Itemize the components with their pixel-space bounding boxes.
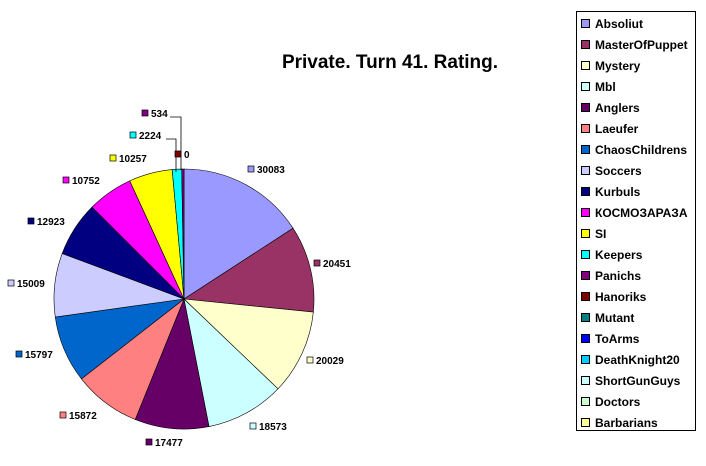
legend-label: Mutant: [595, 310, 635, 325]
legend-label: ShortGunGuys: [595, 373, 681, 388]
legend-swatch: [581, 376, 590, 385]
legend-swatch: [581, 208, 590, 217]
data-label: 10752: [72, 176, 100, 187]
legend-item: MasterOfPuppet: [581, 34, 688, 55]
legend-item: Doctors: [581, 391, 640, 412]
data-label: 30083: [257, 165, 285, 176]
legend-swatch: [581, 250, 590, 259]
legend-swatch: [581, 292, 590, 301]
data-label: 15872: [69, 411, 97, 422]
legend-label: Mystery: [595, 58, 641, 73]
legend-label: Absoliut: [595, 16, 643, 31]
legend-item: Barbarians: [581, 412, 658, 433]
pie-slice-panichs: [181, 168, 185, 300]
legend-label: ChaosChildrens: [595, 142, 688, 157]
data-label-swatch: [141, 109, 149, 117]
legend-item: Anglers: [581, 97, 640, 118]
legend-swatch: [581, 397, 590, 406]
legend-label: Soccers: [595, 163, 642, 178]
pie-slice-absoliut: [183, 168, 294, 300]
legend-item: Keepers: [581, 244, 642, 265]
data-label-swatch: [145, 438, 153, 446]
legend-swatch: [581, 187, 590, 196]
data-label: 18573: [259, 422, 287, 433]
legend-label: Kurbuls: [595, 184, 641, 199]
data-label-swatch: [247, 165, 255, 173]
legend-item: ShortGunGuys: [581, 370, 680, 391]
legend-label: Barbarians: [595, 415, 658, 430]
data-label-swatch: [7, 279, 15, 287]
legend-item: SI: [581, 223, 606, 244]
data-label-swatch: [27, 217, 35, 225]
data-label-swatch: [109, 154, 117, 162]
data-label: 20451: [323, 259, 351, 270]
legend-swatch: [581, 145, 590, 154]
legend-swatch: [581, 103, 590, 112]
legend-label: Hanoriks: [595, 289, 647, 304]
legend-swatch: [581, 229, 590, 238]
legend-item: Mutant: [581, 307, 634, 328]
legend-item: Kurbuls: [581, 181, 640, 202]
leader-line: [170, 116, 182, 170]
leader-line: [166, 138, 177, 172]
legend-item: Absoliut: [581, 13, 643, 34]
data-label-swatch: [174, 150, 182, 158]
legend-label: Anglers: [595, 100, 640, 115]
legend-swatch: [581, 124, 590, 133]
data-label-swatch: [59, 411, 67, 419]
legend-label: Laeufer: [595, 121, 639, 136]
legend-item: КОСМОЗАРАЗА: [581, 202, 687, 223]
legend-label: Panichs: [595, 268, 642, 283]
data-label-swatch: [306, 356, 314, 364]
legend-item: Mystery: [581, 55, 640, 76]
legend-item: DeathKnight20: [581, 349, 680, 370]
legend-swatch: [581, 40, 590, 49]
legend-item: ChaosChildrens: [581, 139, 687, 160]
legend-swatch: [581, 271, 590, 280]
legend-label: Doctors: [595, 394, 641, 409]
data-label-swatch: [313, 259, 321, 267]
data-label-swatch: [15, 350, 23, 358]
data-label: 20029: [316, 356, 344, 367]
pie-slice-mbl: [183, 298, 279, 427]
legend-swatch: [581, 355, 590, 364]
legend-swatch: [581, 334, 590, 343]
chart-title: Private. Turn 41. Rating.: [281, 52, 499, 73]
legend: Absoliut MasterOfPuppet Mystery Mbl Anglers L…: [576, 11, 696, 431]
legend-label: SI: [595, 226, 607, 241]
legend-label: Keepers: [595, 247, 643, 262]
legend-item: Soccers: [581, 160, 642, 181]
data-label: 17477: [155, 438, 183, 449]
data-label: 10257: [119, 154, 147, 165]
legend-item: Hanoriks: [581, 286, 646, 307]
data-label: 2224: [139, 131, 162, 142]
data-label-swatch: [129, 131, 137, 139]
data-label: 0: [184, 150, 190, 161]
data-label-swatch: [62, 176, 70, 184]
legend-label: DeathKnight20: [595, 352, 680, 367]
data-label: 15797: [25, 350, 53, 361]
legend-swatch: [581, 313, 590, 322]
legend-item: ToArms: [581, 328, 639, 349]
legend-label: Mbl: [595, 79, 616, 94]
legend-swatch: [581, 61, 590, 70]
data-label: 534: [151, 109, 168, 120]
data-label: 15009: [17, 279, 45, 290]
pie-slice-masterofpuppet: [183, 227, 315, 313]
data-label-swatch: [249, 422, 257, 430]
legend-label: MasterOfPuppet: [595, 37, 688, 52]
legend-swatch: [581, 418, 590, 427]
legend-item: Panichs: [581, 265, 641, 286]
legend-label: ToArms: [595, 331, 640, 346]
data-label: 12923: [37, 217, 65, 228]
pie-slice-mystery: [183, 298, 314, 390]
legend-swatch: [581, 19, 590, 28]
legend-label: КОСМОЗАРАЗА: [595, 205, 688, 220]
legend-swatch: [581, 82, 590, 91]
legend-swatch: [581, 166, 590, 175]
legend-item: Mbl: [581, 76, 616, 97]
legend-item: Laeufer: [581, 118, 638, 139]
